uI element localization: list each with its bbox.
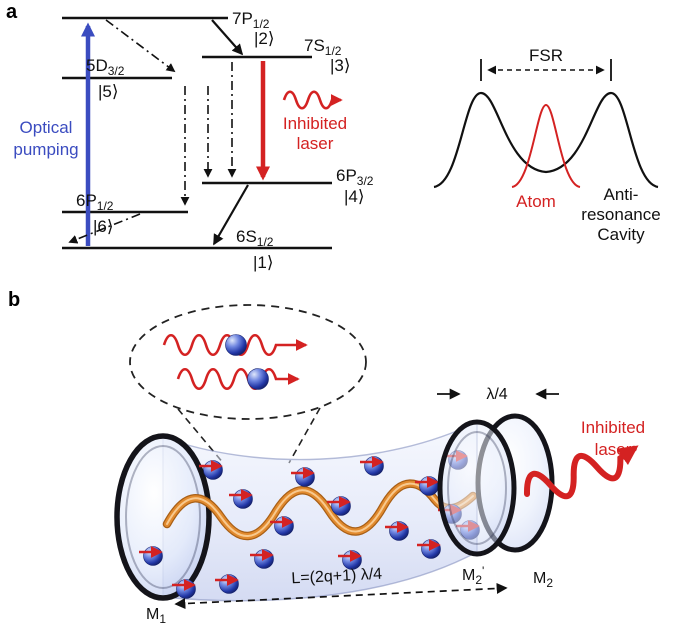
quarter-wave-label: λ/4 [486, 386, 507, 403]
ket-2: |2⟩ [254, 29, 275, 48]
panel-b-label: b [8, 289, 20, 311]
anti-resonance-cavity-label-line2: resonance [581, 205, 660, 224]
mirror-m2-label: M2 [533, 570, 553, 590]
cavity-resonance-curve [433, 91, 659, 189]
decay-arrow-7p-7s [211, 19, 244, 56]
zoom-bubble-tail-right [288, 407, 321, 464]
mirror-m1-label: M1 [146, 606, 166, 626]
decay-arrow-6p32-6s [213, 184, 249, 246]
level-label-5d32: 5D3/2 [86, 56, 125, 78]
ket-1: |1⟩ [253, 253, 274, 272]
panel-b-cavity: b λ/ [8, 289, 645, 626]
inhibited-laser-beam [523, 445, 639, 500]
panel-a-level-diagram: a 7P1/2 |2⟩ 7S1/2 |3⟩ 5D3/2 |5⟩ 6P3/2 |4… [6, 1, 374, 272]
fsr-label: FSR [529, 46, 563, 65]
ket-3: |3⟩ [330, 56, 351, 75]
cavity-length-label: L=(2q+1) λ/4 [291, 566, 383, 588]
photon-squiggle-icon [282, 90, 343, 110]
inhibited-laser-label-b-line2: laser [595, 440, 632, 459]
atom [247, 368, 269, 390]
atom [225, 334, 247, 356]
panel-a-label: a [6, 1, 18, 23]
mirror-m1-inner-ring [125, 445, 201, 589]
level-label-6p12: 6P1/2 [76, 191, 114, 213]
ket-6: |6⟩ [93, 217, 114, 236]
atom-line-curve [511, 103, 581, 188]
inhibited-laser-label-a-line1: Inhibited [283, 114, 347, 133]
zoom-bubble [129, 304, 367, 420]
mirror-m2-prime-label: M2' [462, 564, 484, 587]
decay-dashdot-6p12-6s [68, 213, 141, 244]
ket-5: |5⟩ [98, 82, 119, 101]
atom-label: Atom [516, 192, 556, 211]
level-label-6p32: 6P3/2 [336, 166, 374, 188]
optical-pumping-label-line2: pumping [13, 140, 78, 159]
intracavity-wave-highlight [166, 482, 474, 537]
inhibited-laser-label-b-line1: Inhibited [581, 418, 645, 437]
inhibited-laser-label-a-line2: laser [297, 134, 334, 153]
level-label-6s12: 6S1/2 [236, 227, 274, 249]
level-label-7s12: 7S1/2 [304, 36, 342, 58]
optical-pumping-label-line1: Optical [20, 118, 73, 137]
ket-4: |4⟩ [344, 187, 365, 206]
anti-resonance-cavity-label-line3: Cavity [597, 225, 645, 244]
mirror-m2-inner [437, 419, 517, 557]
level-label-7p12: 7P1/2 [232, 9, 270, 31]
decay-dashdot-7p-5d [105, 19, 176, 73]
photon-squiggle-top [162, 334, 308, 356]
anti-resonance-cavity-label-line1: Anti- [604, 185, 639, 204]
mirror-m2-inner-ring [447, 431, 507, 545]
panel-a-spectrum: FSR Atom Anti- resonance Cavity [433, 46, 661, 244]
output-beam-group [523, 445, 639, 500]
mirror-m1 [114, 433, 212, 601]
